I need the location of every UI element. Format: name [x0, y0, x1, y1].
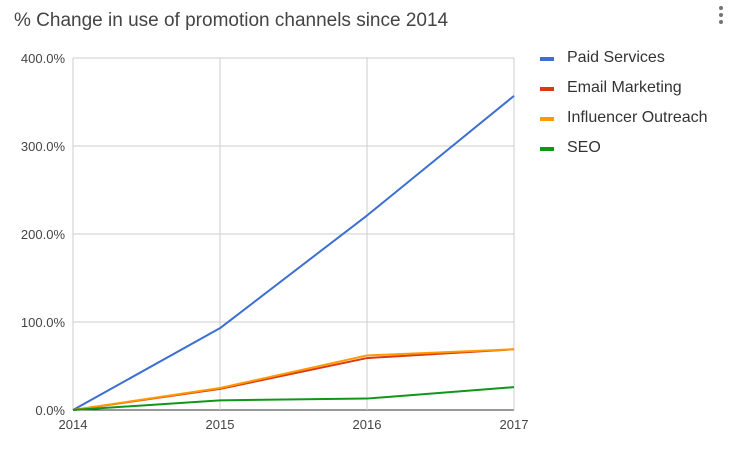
y-tick-label: 0.0% — [35, 403, 65, 418]
legend-label: Paid Services — [567, 49, 665, 66]
menu-dot — [719, 6, 723, 10]
x-tick-label: 2016 — [353, 417, 382, 432]
legend-label: SEO — [567, 139, 601, 156]
x-tick-label: 2014 — [59, 417, 88, 432]
y-tick-label: 200.0% — [21, 227, 66, 242]
chart-title: % Change in use of promotion channels si… — [14, 10, 449, 31]
series-line-paid-services — [72, 95, 515, 411]
legend-swatch — [540, 147, 554, 151]
menu-dot — [719, 13, 723, 17]
legend-swatch — [540, 117, 554, 121]
legend-label: Influencer Outreach — [567, 109, 708, 126]
legend-swatch — [540, 57, 554, 61]
y-tick-label: 300.0% — [21, 139, 66, 154]
series-line-influencer-outreach — [72, 348, 515, 411]
menu-dot — [719, 20, 723, 24]
y-tick-label: 400.0% — [21, 51, 66, 66]
grid-lines — [72, 57, 515, 411]
series-lines — [72, 95, 515, 411]
more-options-icon[interactable] — [712, 2, 732, 30]
y-axis-ticks: 0.0% 100.0% 200.0% 300.0% 400.0% — [21, 51, 66, 418]
y-tick-label: 100.0% — [21, 315, 66, 330]
x-axis-ticks: 2014 2015 2016 2017 — [59, 417, 529, 432]
legend-swatch — [540, 87, 554, 91]
legend-label: Email Marketing — [567, 79, 682, 96]
series-line-seo — [72, 386, 515, 411]
x-tick-label: 2015 — [206, 417, 235, 432]
x-tick-label: 2017 — [500, 417, 529, 432]
